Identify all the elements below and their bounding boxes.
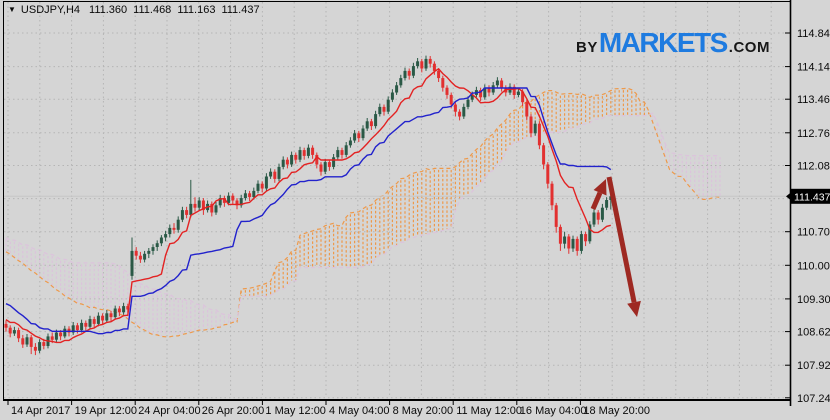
svg-text:113.460: 113.460 (797, 94, 830, 106)
svg-text:18 May 20:00: 18 May 20:00 (583, 405, 650, 417)
svg-text:107.920: 107.920 (797, 360, 830, 372)
quote-low: 111.163 (177, 4, 216, 16)
svg-text:114.840: 114.840 (797, 28, 830, 40)
time-axis[interactable]: 14 Apr 2017 19 Apr 12:00 24 Apr 04:00 26 Ap… (7, 400, 650, 417)
svg-text:1 May 12:00: 1 May 12:00 (265, 405, 326, 417)
ichimoku-cloud (5, 87, 721, 338)
svg-text:108.620: 108.620 (797, 327, 830, 339)
trend-arrows (590, 176, 641, 317)
svg-text:4 May 04:00: 4 May 04:00 (329, 405, 390, 417)
svg-text:112.080: 112.080 (797, 161, 830, 173)
svg-text:19 Apr 12:00: 19 Apr 12:00 (75, 405, 137, 417)
logo-markets: MARKETS (598, 27, 728, 58)
svg-text:14 Apr 2017: 14 Apr 2017 (11, 405, 70, 417)
svg-text:24 Apr 04:00: 24 Apr 04:00 (138, 405, 200, 417)
svg-text:11 May 12:00: 11 May 12:00 (456, 405, 522, 417)
svg-text:8 May 20:00: 8 May 20:00 (393, 405, 454, 417)
svg-text:16 May 04:00: 16 May 04:00 (520, 405, 587, 417)
svg-text:110.700: 110.700 (797, 227, 830, 239)
quote-close: 111.437 (221, 4, 260, 16)
logo-by: BY (576, 39, 598, 56)
kijun-sen-line (5, 87, 612, 335)
candles-layer (4, 55, 613, 356)
svg-text:26 Apr 20:00: 26 Apr 20:00 (202, 405, 264, 417)
svg-text:112.760: 112.760 (797, 128, 830, 140)
tenkan-sen-line (5, 67, 611, 344)
svg-text:109.300: 109.300 (797, 294, 830, 306)
logo-com: .COM (728, 39, 770, 56)
svg-text:107.240: 107.240 (797, 393, 830, 405)
chart-header: ▼ USDJPY,H4 111.360 111.468 111.163 111.… (8, 4, 266, 16)
bymarkets-watermark-logo: BY MARKETS .COM (576, 29, 770, 57)
quote-open: 111.360 (89, 4, 128, 16)
symbol-dropdown-icon: ▼ (8, 4, 16, 14)
quote-high: 111.468 (133, 4, 172, 16)
price-axis[interactable]: 114.840 114.140 113.460 112.760 112.080 110.7… (785, 28, 830, 405)
symbol-timeframe-label: USDJPY,H4 (20, 4, 81, 16)
svg-text:110.000: 110.000 (797, 260, 830, 272)
svg-text:114.140: 114.140 (797, 62, 830, 74)
svg-text:111.437: 111.437 (794, 191, 830, 203)
